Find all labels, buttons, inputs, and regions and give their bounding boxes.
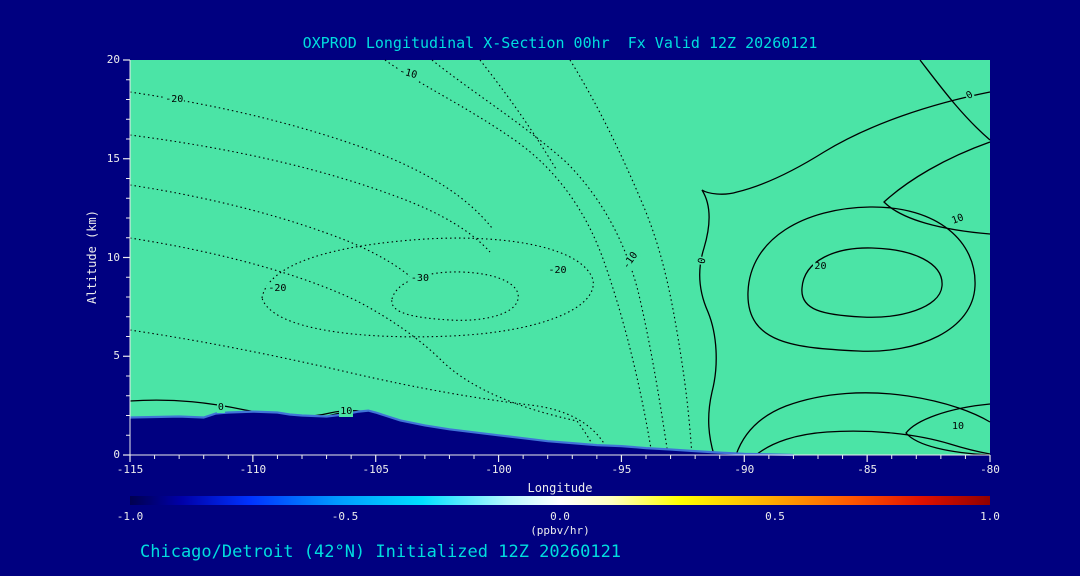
x-axis-label: Longitude [527,481,593,495]
contour-label: 10 [951,421,966,433]
terrain-edge [129,409,794,457]
contour-label: -20 [267,283,288,295]
colorbar [130,496,990,505]
chart-title: OXPROD Longitudinal X-Section 00hr Fx Va… [302,34,818,52]
x-tick-label: -95 [611,463,632,476]
contour-label: -20 [547,265,568,277]
y-tick-label: 20 [106,53,120,66]
colorbar-unit-label: (ppbv/hr) [530,524,590,537]
contour-label: 10 [339,405,354,417]
negative-contours [129,59,693,456]
colorbar-tick-label: 0.0 [550,510,570,523]
axis-ticks [123,59,991,462]
x-tick-label: -100 [485,463,512,476]
x-tick-label: -110 [239,463,267,476]
y-tick-label: 15 [106,151,120,165]
y-tick-label: 5 [113,349,120,363]
x-tick-label: -115 [116,463,144,476]
contour-label: -20 [164,93,185,105]
terrain-silhouette [130,410,794,455]
contour-label: -30 [409,273,430,285]
x-tick-label: -105 [362,463,389,476]
contour-label: 20 [813,261,828,273]
plot-area [130,60,990,455]
chart-subtitle: Chicago/Detroit (42°N) Initialized 12Z 2… [140,542,622,562]
x-tick-label: -85 [857,463,878,476]
contour-label: 0 [216,401,225,413]
y-tick-label: 10 [106,250,120,264]
colorbar-tick-label: 1.0 [980,510,1000,523]
colorbar-tick-label: -0.5 [331,510,359,523]
y-tick-label: 0 [113,448,120,461]
x-tick-label: -90 [734,463,755,476]
colorbar-tick-label: 0.5 [765,510,785,523]
x-tick-label: -80 [980,463,1000,476]
colorbar-tick-label: -1.0 [116,510,144,523]
